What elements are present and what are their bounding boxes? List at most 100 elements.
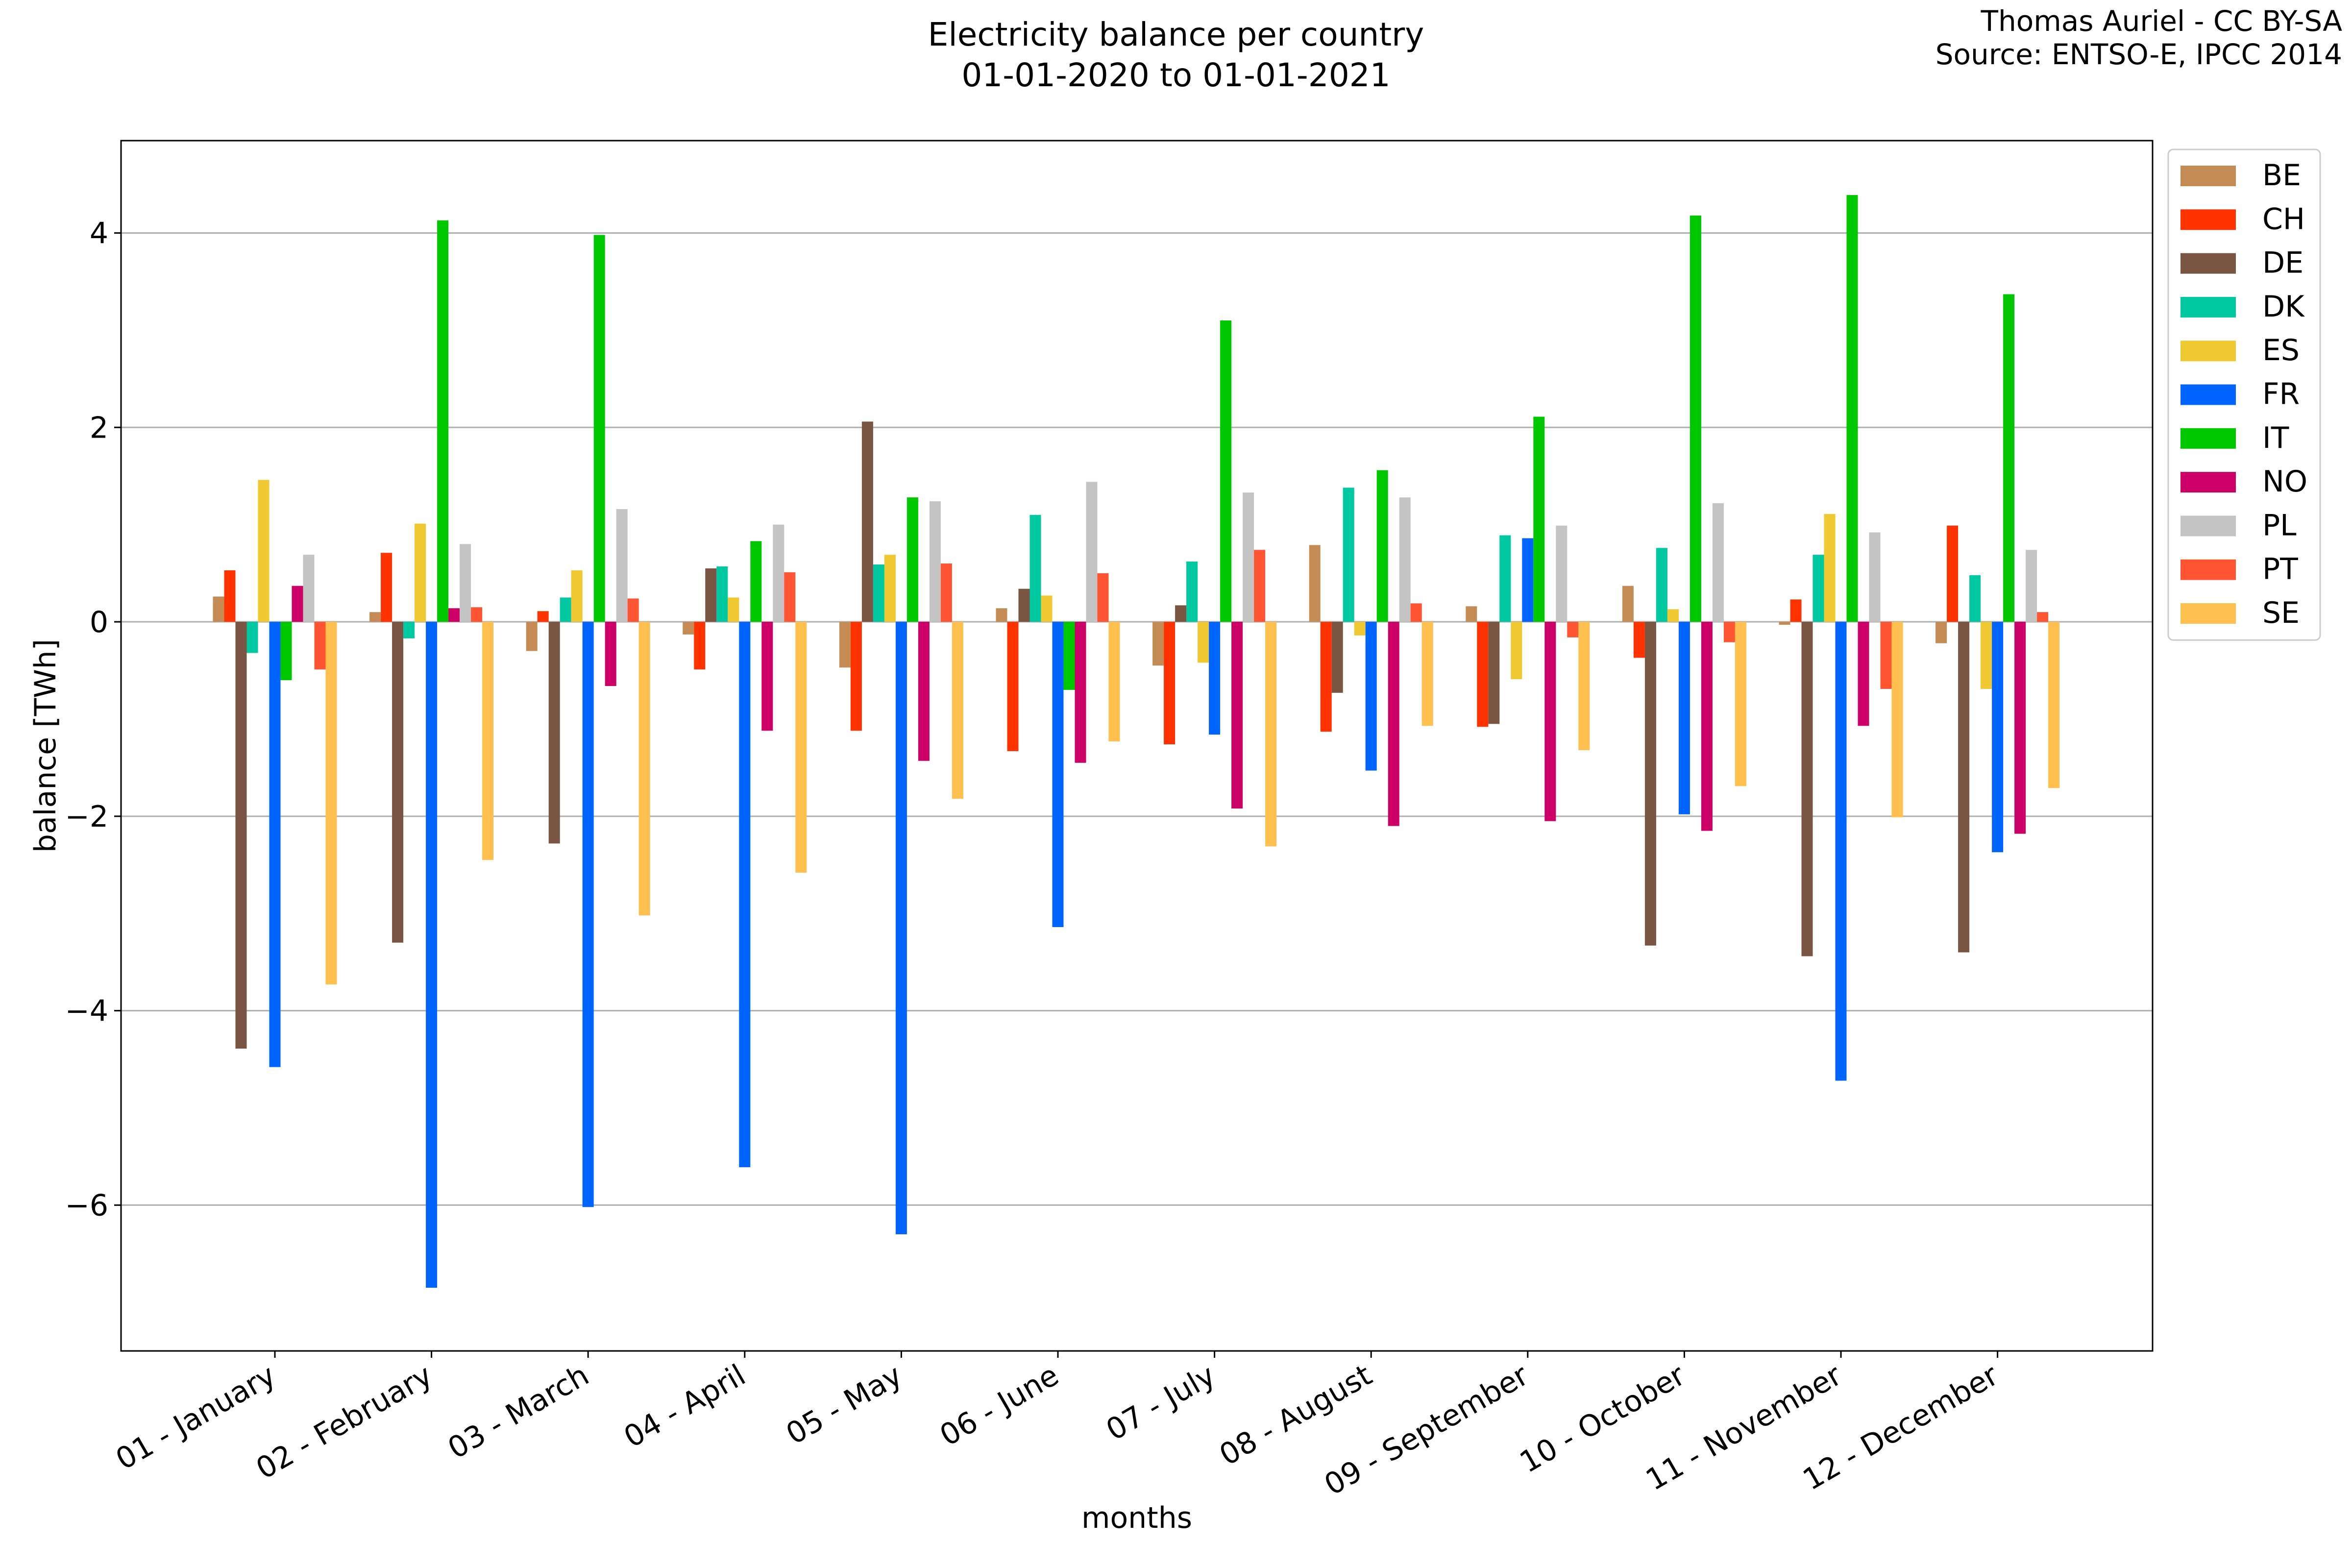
y-tick-label: 0	[90, 605, 108, 639]
bar-dk	[560, 597, 571, 622]
bar-no	[761, 622, 773, 731]
bar-se	[2048, 622, 2060, 788]
legend-swatch	[2180, 515, 2236, 537]
bar-pl	[303, 555, 315, 622]
legend-label: DE	[2262, 246, 2303, 280]
legend-swatch	[2180, 384, 2236, 405]
bar-fr	[895, 622, 907, 1234]
bar-it	[1533, 416, 1545, 622]
bar-be	[369, 612, 381, 622]
bar-pl	[460, 544, 471, 622]
bar-fr	[739, 622, 751, 1168]
bar-pt	[784, 572, 796, 622]
legend-label: IT	[2262, 421, 2289, 455]
bar-pl	[1556, 525, 1568, 622]
legend-label: SE	[2262, 596, 2300, 630]
x-axis-label: months	[1081, 1501, 1192, 1535]
bar-fr	[1992, 622, 2004, 853]
bar-pl	[1399, 497, 1411, 622]
bar-no	[2014, 622, 2026, 834]
series-fr	[269, 538, 2004, 1288]
bar-be	[1779, 622, 1790, 625]
bar-de	[705, 568, 717, 622]
series-de	[235, 421, 1970, 1049]
bar-dk	[1499, 535, 1511, 622]
bar-ch	[224, 570, 236, 622]
bar-de	[1018, 588, 1030, 622]
legend-item: BE	[2180, 158, 2301, 193]
bar-se	[482, 622, 494, 860]
bar-it	[1220, 320, 1232, 622]
bar-dk	[1186, 562, 1198, 622]
bar-se	[795, 622, 807, 873]
legend-label: NO	[2262, 465, 2307, 499]
bar-se	[1891, 622, 1903, 817]
legend-item: SE	[2180, 596, 2300, 630]
bar-be	[683, 622, 694, 635]
credit-author: Thomas Auriel - CC BY-SA	[1981, 4, 2343, 38]
bar-pt	[1097, 573, 1109, 622]
bar-de	[861, 421, 873, 622]
bar-pl	[1869, 532, 1881, 622]
legend-swatch	[2180, 253, 2236, 274]
bar-it	[750, 541, 762, 622]
bar-ch	[1947, 525, 1959, 622]
bar-dk	[246, 622, 258, 653]
bar-es	[1667, 609, 1679, 622]
bar-it	[280, 622, 292, 681]
bar-es	[884, 555, 896, 622]
bar-de	[235, 622, 247, 1049]
bar-dk	[1656, 548, 1667, 622]
y-tick-label: −4	[65, 994, 108, 1029]
legend-item: PL	[2180, 508, 2297, 542]
bar-se	[1265, 622, 1277, 847]
bar-no	[1075, 622, 1086, 763]
bar-es	[1511, 622, 1522, 680]
y-tick-label: −6	[65, 1188, 108, 1223]
bar-no	[1701, 622, 1713, 831]
bar-be	[1466, 606, 1477, 622]
bar-it	[593, 235, 605, 622]
bar-es	[571, 570, 583, 622]
chart-title: Electricity balance per country 01-01-20…	[928, 16, 1424, 94]
bar-pt	[1254, 550, 1266, 622]
legend-item: IT	[2180, 421, 2289, 455]
chart-title-line-2: 01-01-2020 to 01-01-2021	[961, 56, 1390, 94]
bar-pt	[1723, 622, 1735, 642]
bar-es	[1198, 622, 1209, 663]
bar-pl	[773, 524, 784, 622]
plot-area-frame	[120, 140, 2154, 1352]
series-dk	[246, 488, 1981, 653]
bar-dk	[1343, 488, 1354, 622]
bar-pl	[1243, 492, 1254, 622]
bar-ch	[1633, 622, 1645, 658]
bar-no	[918, 622, 930, 761]
x-tick-label: 06 - June	[934, 1358, 1064, 1453]
bar-se	[325, 622, 337, 985]
bar-be	[1622, 586, 1634, 622]
x-tick-label: 07 - July	[1101, 1358, 1221, 1447]
series-no	[292, 586, 2026, 834]
legend-swatch	[2180, 428, 2236, 449]
legend-swatch	[2180, 209, 2236, 230]
bar-pl	[929, 501, 941, 622]
series-se	[325, 622, 2060, 985]
bar-it	[1690, 215, 1701, 622]
legend-swatch	[2180, 603, 2236, 624]
legend-item: DK	[2180, 290, 2305, 324]
bar-be	[1309, 545, 1321, 622]
chart-title-line-1: Electricity balance per country	[928, 16, 1424, 53]
bar-ch	[537, 611, 549, 622]
legend-item: DE	[2180, 246, 2303, 280]
bar-pl	[1086, 482, 1098, 622]
y-axis: 4 2 0 −2 −4 −6	[65, 216, 121, 1223]
series-pt	[314, 550, 2049, 689]
legend-swatch	[2180, 341, 2236, 362]
series-es	[258, 480, 1992, 689]
series-it	[280, 195, 2015, 690]
bar-de	[548, 622, 560, 844]
bar-it	[906, 497, 918, 622]
bar-fr	[269, 622, 281, 1067]
legend-item: ES	[2180, 333, 2300, 368]
